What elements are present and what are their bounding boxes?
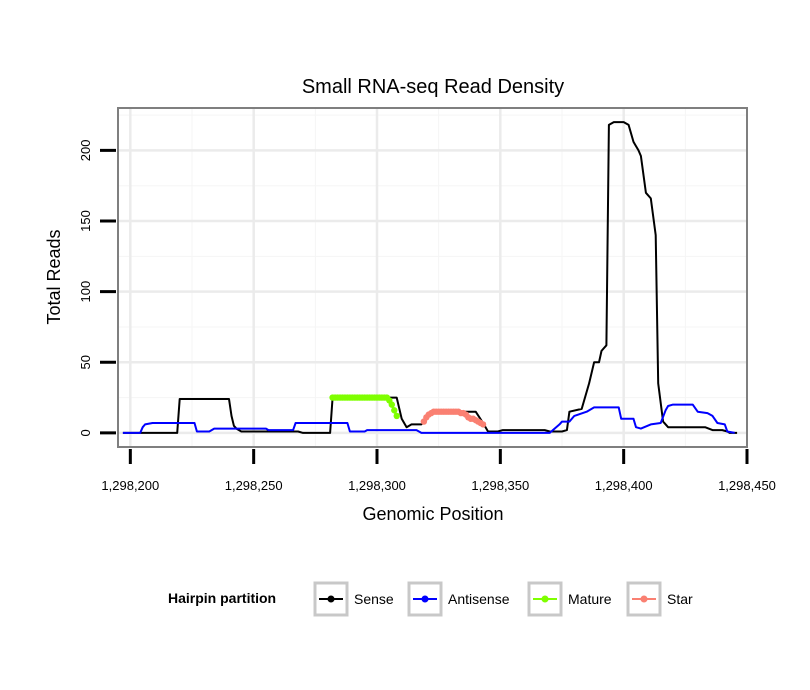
grid-lines <box>119 109 746 446</box>
legend-label: Mature <box>568 591 612 607</box>
y-tick-label: 50 <box>78 355 93 369</box>
legend-label: Sense <box>354 591 394 607</box>
legend-key-point <box>541 595 549 603</box>
x-tick-label: 1,298,350 <box>471 478 529 493</box>
y-axis-label: Total Reads <box>44 229 64 324</box>
legend-label: Antisense <box>448 591 510 607</box>
legend: Hairpin partition Sense Antisense Mature St… <box>168 581 693 617</box>
x-tick-label: 1,298,250 <box>225 478 283 493</box>
legend-item-star: Star <box>626 581 693 617</box>
legend-label: Star <box>667 591 693 607</box>
data-point-mature <box>388 401 395 408</box>
series-layer <box>122 121 738 434</box>
legend-key-point <box>640 595 648 603</box>
legend-item-antisense: Antisense <box>407 581 510 617</box>
panel-background <box>117 107 748 448</box>
y-tick-label: 200 <box>78 140 93 162</box>
legend-title: Hairpin partition <box>168 590 276 606</box>
axes: 1,298,200 1,298,250 1,298,300 1,298,350 1,29… <box>78 140 776 493</box>
legend-item-sense: Sense <box>313 581 394 617</box>
y-tick-label: 0 <box>78 429 93 436</box>
data-point-star <box>479 421 487 428</box>
x-tick-label: 1,298,400 <box>595 478 653 493</box>
series-mature <box>329 394 400 420</box>
series-star <box>420 408 487 428</box>
series-sense <box>122 121 738 434</box>
x-tick-label: 1,298,450 <box>718 478 776 493</box>
data-point-mature <box>393 412 400 420</box>
y-tick-label: 100 <box>78 281 93 303</box>
x-tick-label: 1,298,300 <box>348 478 406 493</box>
series-line-antisense <box>122 403 735 434</box>
legend-key-point <box>327 595 335 603</box>
y-tick-label: 150 <box>78 210 93 232</box>
data-point-mature <box>391 407 398 414</box>
series-antisense <box>122 403 735 434</box>
x-axis-label: Genomic Position <box>362 504 503 524</box>
legend-item-mature: Mature <box>527 581 612 617</box>
legend-key-point <box>421 595 429 603</box>
chart-title: Small RNA-seq Read Density <box>302 76 564 98</box>
x-tick-label: 1,298,200 <box>101 478 159 493</box>
series-line-sense <box>122 121 738 434</box>
